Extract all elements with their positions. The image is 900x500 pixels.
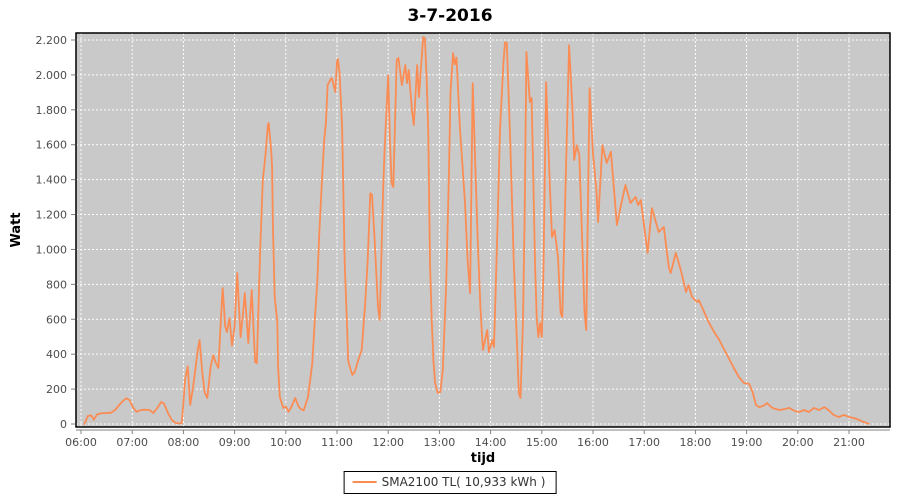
x-tick-label: 06:00 (65, 436, 97, 449)
y-tick-label: 0 (60, 418, 67, 431)
x-tick-label: 15:00 (526, 436, 558, 449)
legend: SMA2100 TL( 10,933 kWh ) (343, 471, 557, 494)
y-tick-label: 1.800 (36, 104, 68, 117)
plot-border (75, 32, 891, 428)
x-tick-label: 11:00 (321, 436, 353, 449)
y-tick-label: 1.200 (36, 209, 68, 222)
x-tick-label: 17:00 (628, 436, 660, 449)
x-tick-label: 09:00 (219, 436, 251, 449)
y-tick-label: 400 (46, 348, 67, 361)
x-tick-label: 10:00 (270, 436, 302, 449)
chart-title: 3-7-2016 (407, 6, 492, 26)
y-tick-label: 2.200 (36, 34, 68, 47)
y-axis-title: Watt (9, 212, 24, 247)
x-tick-label: 08:00 (168, 436, 200, 449)
legend-label: SMA2100 TL( 10,933 kWh ) (381, 475, 546, 489)
x-tick-label: 18:00 (680, 436, 712, 449)
y-tick-label: 1.600 (36, 139, 68, 152)
y-tick-label: 600 (46, 313, 67, 326)
x-tick-label: 19:00 (731, 436, 763, 449)
y-tick-label: 200 (46, 383, 67, 396)
y-tick-label: 1.400 (36, 174, 68, 187)
y-tick-label: 1.000 (36, 243, 68, 256)
x-tick-label: 20:00 (782, 436, 814, 449)
x-tick-label: 13:00 (424, 436, 456, 449)
x-tick-label: 14:00 (475, 436, 507, 449)
x-tick-label: 21:00 (833, 436, 865, 449)
x-tick-label: 12:00 (372, 436, 404, 449)
x-tick-label: 07:00 (116, 436, 148, 449)
x-tick-label: 16:00 (577, 436, 609, 449)
y-tick-label: 800 (46, 278, 67, 291)
x-axis-title: tijd (471, 451, 495, 466)
series-line (83, 36, 870, 425)
legend-line-swatch (352, 481, 377, 483)
plot-area (76, 33, 890, 427)
y-tick-label: 2.000 (36, 69, 68, 82)
